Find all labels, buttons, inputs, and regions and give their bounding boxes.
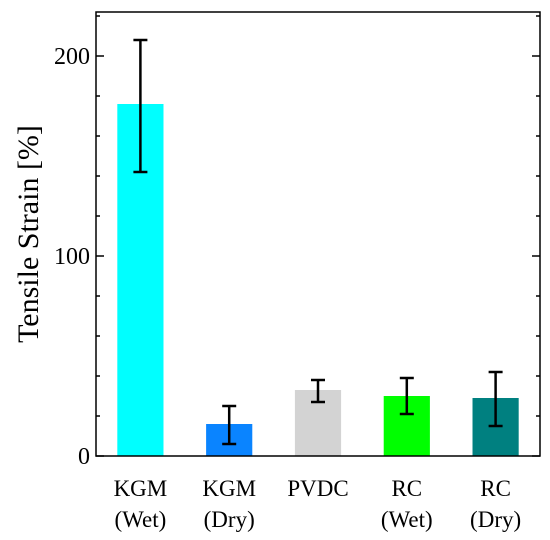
- y-tick-label: 100: [54, 244, 90, 270]
- y-tick-labels: 0 100 200: [54, 44, 90, 470]
- x-tick-label-line: (Dry): [204, 507, 255, 532]
- x-tick-label: RC (Dry): [470, 476, 521, 532]
- error-bar: [222, 404, 237, 446]
- ticks-layer: [96, 15, 540, 457]
- error-bar: [311, 378, 325, 404]
- x-tick-labels: KGM (Wet) KGM (Dry) PVDC RC (Wet) RC (Dry): [114, 476, 522, 532]
- x-tick-label: KGM (Wet): [114, 476, 168, 532]
- x-tick-label: PVDC: [287, 476, 348, 501]
- x-tick-label: RC (Wet): [381, 476, 433, 532]
- error-bar: [488, 370, 503, 428]
- y-axis-title: Tensile Strain [%]: [12, 125, 45, 343]
- x-tick-label-line: (Dry): [470, 507, 521, 532]
- error-bar: [399, 376, 414, 416]
- x-tick-label-line: (Wet): [381, 507, 433, 532]
- y-tick-label: 200: [54, 44, 90, 70]
- error-bars-layer: [133, 38, 503, 446]
- x-tick-label-line: RC: [480, 476, 511, 501]
- plot-frame: [95, 11, 541, 457]
- x-tick-label-line: RC: [391, 476, 422, 501]
- x-tick-label: KGM (Dry): [202, 476, 256, 532]
- x-tick-label-line: KGM: [114, 476, 168, 501]
- error-bar: [133, 38, 148, 174]
- x-tick-label-line: KGM: [202, 476, 256, 501]
- x-tick-label-line: (Wet): [115, 507, 167, 532]
- x-tick-label-line: PVDC: [287, 476, 348, 501]
- y-tick-label: 0: [78, 444, 90, 470]
